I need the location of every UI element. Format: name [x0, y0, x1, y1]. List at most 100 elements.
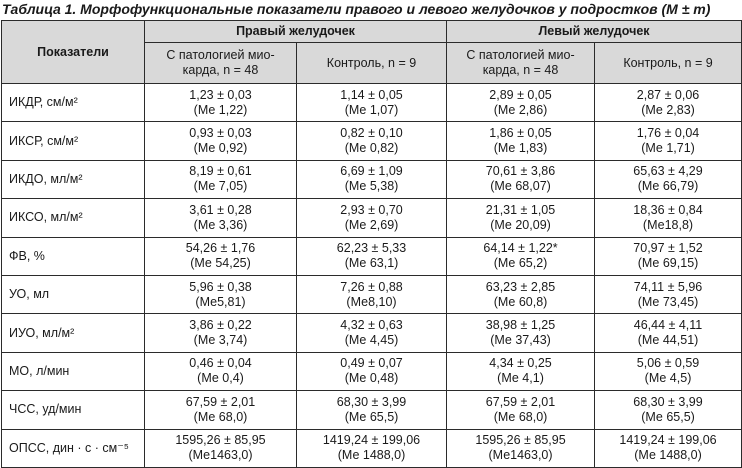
table-row: ИКДР, см/м² 1,23 ± 0,03 (Ме 1,22) 1,14 ± 0,…: [1, 82, 742, 123]
median-value: (Ме 2,83): [641, 102, 695, 117]
table-row: ИКСР, см/м² 0,93 ± 0,03 (Ме 0,92) 0,82 ± 0,…: [1, 121, 742, 161]
cell-lv-ctrl: 18,36 ± 0,84 (Ме18,8): [594, 198, 742, 238]
row-label: ИКДР, см/м²: [1, 82, 145, 123]
data-table: Показатели Правый желудочек Левый желудо…: [1, 20, 742, 468]
median-value: (Ме 3,74): [193, 333, 248, 348]
row-label: ИУО, мл/м²: [1, 313, 145, 353]
median-value: (Ме 37,43): [490, 333, 551, 348]
cell-lv-ctrl: 1419,24 ± 199,06 (Ме 1488,0): [594, 428, 742, 468]
table-row: ИКДО, мл/м² 8,19 ± 0,61 (Ме 7,05) 6,69 ± 1,…: [1, 159, 742, 200]
cell-rv-ctrl: 0,49 ± 0,07 (Ме 0,48): [295, 351, 448, 392]
cell-lv-path: 38,98 ± 1,25 (Ме 37,43): [446, 313, 596, 353]
header-lv-pathology: С патологией мио- карда, n = 48: [446, 42, 596, 84]
mean-value: 4,32 ± 0,63: [340, 318, 403, 333]
cell-lv-path: 1,86 ± 0,05 (Ме 1,83): [446, 121, 596, 161]
cell-lv-path: 4,34 ± 0,25 (Ме 4,1): [446, 351, 596, 392]
mean-value: 21,31 ± 1,05: [485, 202, 556, 217]
header-pathology-line1: С патологией мио-: [166, 48, 275, 62]
table-row: УО, мл 5,96 ± 0,38 (Ме5,81) 7,26 ± 0,88 (Ме8…: [1, 274, 742, 315]
cell-rv-path: 54,26 ± 1,76 (Ме 54,25): [144, 236, 297, 276]
row-label: ЧСС, уд/мин: [1, 390, 145, 430]
header-right-ventricle: Правый желудочек: [143, 20, 448, 43]
mean-value: 46,44 ± 4,11: [633, 318, 703, 333]
cell-rv-path: 8,19 ± 0,61 (Ме 7,05): [144, 159, 297, 200]
mean-value: 64,14 ± 1,22*: [483, 241, 558, 256]
median-value: (Ме 20,09): [490, 217, 551, 232]
median-value: (Ме 63,1): [344, 256, 399, 271]
cell-lv-path: 67,59 ± 2,01 (Ме 68,0): [446, 390, 596, 430]
mean-value: 6,69 ± 1,09: [340, 164, 403, 179]
median-value: (Ме8,10): [346, 294, 397, 309]
cell-rv-ctrl: 6,69 ± 1,09 (Ме 5,38): [295, 159, 448, 200]
cell-lv-ctrl: 74,11 ± 5,96 (Ме 73,45): [594, 274, 742, 315]
cell-rv-path: 67,59 ± 2,01 (Ме 68,0): [144, 390, 297, 430]
cell-rv-ctrl: 1419,24 ± 199,06 (Ме 1488,0): [295, 428, 448, 468]
mean-value: 67,59 ± 2,01: [185, 394, 256, 409]
mean-value: 68,30 ± 3,99: [633, 394, 703, 409]
median-value: (Ме 0,92): [193, 141, 248, 156]
header-rv-pathology: С патологией мио- карда, n = 48: [144, 42, 297, 84]
mean-value: 65,63 ± 4,29: [633, 164, 703, 179]
table-row: ОПСС, дин · с · см⁻⁵ 1595,26 ± 85,95 (Ме14…: [1, 428, 742, 468]
cell-lv-ctrl: 70,97 ± 1,52 (Ме 69,15): [594, 236, 742, 276]
median-value: (Ме 0,82): [344, 141, 399, 156]
median-value: (Ме 3,36): [193, 217, 248, 232]
mean-value: 1419,24 ± 199,06: [619, 433, 717, 448]
median-value: (Ме 44,51): [637, 333, 699, 348]
mean-value: 1,23 ± 0,03: [189, 87, 252, 102]
cell-rv-ctrl: 0,82 ± 0,10 (Ме 0,82): [295, 121, 448, 161]
median-value: (Ме 68,0): [193, 409, 248, 424]
median-value: (Ме 54,25): [190, 256, 251, 271]
header-indicators: Показатели: [1, 20, 145, 84]
mean-value: 1595,26 ± 85,95: [175, 433, 266, 448]
median-value: (Ме18,8): [642, 217, 694, 232]
mean-value: 3,61 ± 0,28: [189, 202, 252, 217]
table-row: ИУО, мл/м² 3,86 ± 0,22 (Ме 3,74) 4,32 ± 0,6…: [1, 313, 742, 353]
median-value: (Ме 1,22): [193, 102, 248, 117]
mean-value: 54,26 ± 1,76: [185, 241, 256, 256]
header-pathology-line1: С патологией мио-: [466, 48, 575, 62]
table-caption: Таблица 1. Морфофункциональные показател…: [2, 1, 711, 17]
median-value: (Ме 65,5): [344, 409, 399, 424]
median-value: (Ме 65,2): [493, 256, 548, 271]
mean-value: 0,93 ± 0,03: [189, 126, 252, 141]
mean-value: 70,61 ± 3,86: [485, 164, 556, 179]
cell-rv-path: 0,93 ± 0,03 (Ме 0,92): [144, 121, 297, 161]
mean-value: 74,11 ± 5,96: [633, 279, 703, 294]
median-value: (Ме 1,83): [493, 141, 548, 156]
header-lv-control: Контроль, n = 9: [594, 42, 742, 84]
median-value: (Ме1463,0): [488, 448, 553, 463]
median-value: (Ме 0,48): [344, 371, 399, 386]
cell-lv-ctrl: 65,63 ± 4,29 (Ме 66,79): [594, 159, 742, 200]
cell-lv-ctrl: 1,76 ± 0,04 (Ме 1,71): [594, 121, 742, 161]
cell-rv-ctrl: 4,32 ± 0,63 (Ме 4,45): [295, 313, 448, 353]
mean-value: 0,82 ± 0,10: [340, 126, 403, 141]
median-value: (Ме 68,07): [490, 179, 551, 194]
mean-value: 7,26 ± 0,88: [340, 279, 403, 294]
row-label: ИКСО, мл/м²: [1, 198, 145, 238]
cell-rv-path: 1,23 ± 0,03 (Ме 1,22): [144, 82, 297, 123]
row-label: ФВ, %: [1, 236, 145, 276]
mean-value: 2,93 ± 0,70: [340, 202, 403, 217]
cell-rv-path: 0,46 ± 0,04 (Ме 0,4): [144, 351, 297, 392]
mean-value: 18,36 ± 0,84: [633, 202, 703, 217]
header-row-groups: Показатели Правый желудочек Левый желудо…: [1, 20, 742, 84]
mean-value: 5,96 ± 0,38: [189, 279, 252, 294]
mean-value: 62,23 ± 5,33: [336, 241, 407, 256]
mean-value: 8,19 ± 0,61: [189, 164, 252, 179]
header-pathology-line2: карда, n = 48: [182, 63, 259, 77]
median-value: (Ме 60,8): [493, 294, 548, 309]
cell-rv-ctrl: 2,93 ± 0,70 (Ме 2,69): [295, 198, 448, 238]
mean-value: 1419,24 ± 199,06: [322, 433, 421, 448]
row-label: ОПСС, дин · с · см⁻⁵: [1, 428, 145, 468]
row-label: ИКДО, мл/м²: [1, 159, 145, 200]
cell-rv-path: 5,96 ± 0,38 (Ме5,81): [144, 274, 297, 315]
mean-value: 5,06 ± 0,59: [636, 356, 700, 371]
median-value: (Ме 65,5): [641, 409, 695, 424]
median-value: (Ме 1,07): [344, 102, 399, 117]
median-value: (Ме 66,79): [637, 179, 699, 194]
mean-value: 1595,26 ± 85,95: [475, 433, 566, 448]
mean-value: 63,23 ± 2,85: [485, 279, 556, 294]
cell-rv-path: 1595,26 ± 85,95 (Ме1463,0): [144, 428, 297, 468]
table-row: ЧСС, уд/мин 67,59 ± 2,01 (Ме 68,0) 68,30 ± …: [1, 390, 742, 430]
